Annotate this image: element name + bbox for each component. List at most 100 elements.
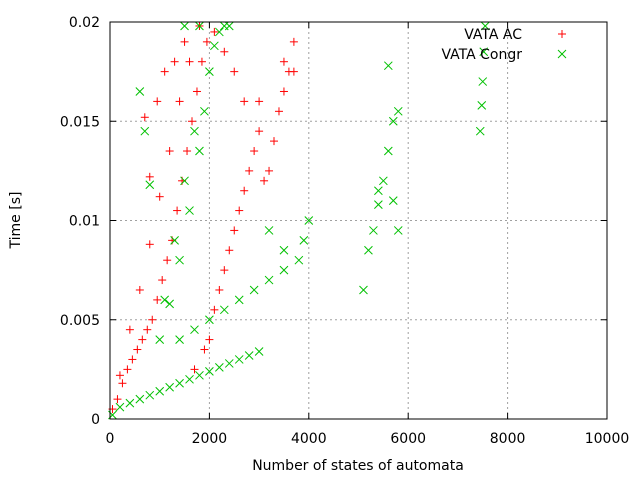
data-point <box>185 206 194 215</box>
data-point <box>195 21 204 31</box>
data-point <box>183 147 192 156</box>
data-point <box>135 87 145 96</box>
x-tick-label: 6000 <box>390 431 426 447</box>
data-point <box>214 27 224 37</box>
legend-label-vata-congr: VATA Congr <box>441 47 522 63</box>
data-point <box>190 365 199 374</box>
data-point <box>393 226 403 235</box>
data-point <box>170 57 179 66</box>
data-point <box>224 21 234 31</box>
axis-ticks: 0 2000 4000 6000 8000 10000 0 0.005 0.01 0.015 0.0… <box>60 15 629 447</box>
data-point <box>289 67 298 76</box>
data-point <box>279 265 289 275</box>
x-axis-label: Number of states of automata <box>252 458 464 474</box>
data-point <box>279 245 289 255</box>
data-point <box>175 255 184 265</box>
data-point <box>220 47 229 56</box>
data-point <box>173 206 182 215</box>
data-point <box>180 37 189 46</box>
data-point <box>224 359 234 368</box>
data-point <box>145 172 154 181</box>
data-point <box>205 67 214 76</box>
data-points <box>108 21 490 420</box>
legend-marker-vata-ac <box>558 30 566 38</box>
y-tick-label: 0.02 <box>69 15 100 31</box>
data-point <box>475 126 485 136</box>
y-tick-label: 0.015 <box>60 114 100 130</box>
data-point <box>274 107 283 116</box>
data-point <box>115 402 125 412</box>
data-point <box>374 186 383 196</box>
plot-frame <box>109 21 608 420</box>
data-point <box>393 106 403 116</box>
data-point <box>478 77 488 86</box>
data-point <box>115 371 124 380</box>
data-point <box>188 117 197 126</box>
data-point <box>165 147 174 156</box>
data-point <box>359 285 368 295</box>
data-point <box>289 37 298 46</box>
data-point <box>195 370 204 380</box>
data-point <box>180 21 189 31</box>
data-point <box>234 295 244 305</box>
data-point <box>244 351 254 360</box>
data-point <box>200 106 209 116</box>
grid <box>110 22 607 419</box>
data-point <box>205 315 214 325</box>
data-point <box>279 57 288 66</box>
data-point <box>160 67 169 76</box>
legend: VATA AC VATA Congr <box>441 27 567 63</box>
x-tick-label: 0 <box>106 431 115 447</box>
data-point <box>480 21 490 31</box>
y-tick-label: 0 <box>91 412 100 428</box>
data-point <box>388 196 398 206</box>
data-point <box>255 127 264 136</box>
legend-marker <box>558 30 566 38</box>
data-point <box>200 345 209 354</box>
data-point <box>163 256 172 265</box>
x-tick-label: 4000 <box>291 431 327 447</box>
data-point <box>220 266 229 275</box>
data-point <box>374 200 383 209</box>
data-point <box>210 27 219 36</box>
data-point <box>133 345 142 354</box>
series-0 <box>108 21 298 414</box>
x-tick-label: 8000 <box>490 431 526 447</box>
data-point <box>153 295 162 304</box>
data-point <box>197 57 206 66</box>
data-point <box>158 276 167 285</box>
data-point <box>254 347 264 356</box>
data-point <box>153 97 162 106</box>
data-point <box>155 335 165 344</box>
y-axis-label: Time [s] <box>8 192 24 250</box>
data-point <box>215 285 224 294</box>
data-point <box>165 299 174 309</box>
data-point <box>383 146 393 156</box>
data-point <box>190 325 199 335</box>
data-point <box>210 305 219 314</box>
data-point <box>270 137 279 146</box>
data-point <box>205 335 214 344</box>
data-point <box>202 37 211 46</box>
data-point <box>364 245 373 255</box>
y-tick-label: 0.005 <box>60 313 100 329</box>
data-point <box>255 97 264 106</box>
data-point <box>264 226 274 235</box>
data-point <box>175 335 184 344</box>
data-point <box>299 235 309 245</box>
data-point <box>118 379 127 388</box>
data-point <box>143 325 152 334</box>
data-point <box>304 216 314 225</box>
legend-marker <box>557 49 567 59</box>
data-point <box>214 363 224 372</box>
series-1 <box>108 21 490 420</box>
data-point <box>125 325 134 334</box>
y-tick-label: 0.01 <box>69 214 100 230</box>
data-point <box>205 367 214 376</box>
data-point <box>155 386 165 396</box>
data-point <box>145 180 155 190</box>
data-point <box>477 101 487 110</box>
data-point <box>138 335 147 344</box>
data-point <box>279 87 288 96</box>
data-point <box>155 192 164 201</box>
